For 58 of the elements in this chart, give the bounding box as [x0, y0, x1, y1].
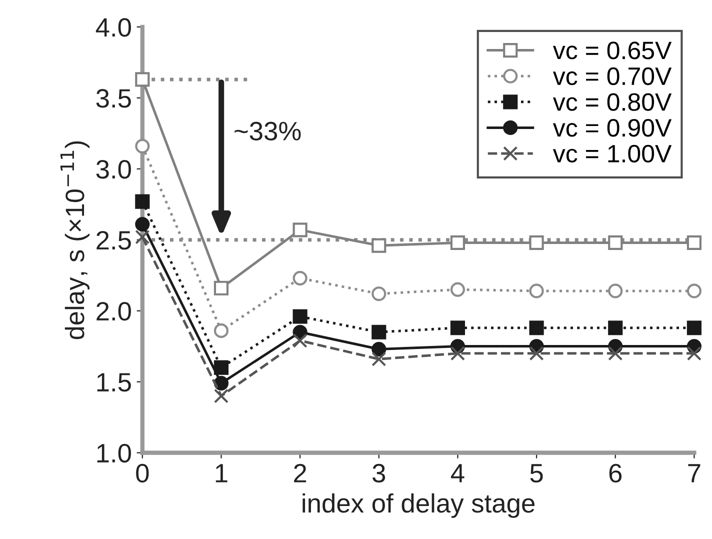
x-tick-label: 7: [688, 464, 700, 482]
point: [372, 352, 386, 366]
legend-label: vc = 0.70V: [552, 67, 672, 86]
point: [686, 320, 702, 336]
y-tick-label: 1.0: [97, 444, 131, 463]
point: [686, 235, 702, 250]
point: [214, 360, 229, 375]
x-tick-label: 4: [450, 464, 464, 482]
y-tick-label: 4.0: [96, 18, 131, 37]
point: [372, 324, 386, 340]
point: [529, 320, 544, 336]
y-tick-label: 2.5: [96, 230, 131, 250]
point: [608, 235, 623, 250]
y-axis-title: delay, s (×10$^{−11}$): [60, 141, 90, 340]
point: [450, 320, 466, 336]
point: [450, 282, 466, 297]
x-tick-label: 3: [372, 464, 386, 483]
point: [135, 216, 150, 232]
x-tick-label: 6: [609, 464, 622, 483]
point: [529, 346, 544, 361]
point: [135, 194, 150, 209]
point: [135, 230, 150, 244]
x-tick-label: 2: [294, 464, 306, 482]
point: [608, 284, 623, 298]
point: [292, 270, 308, 286]
x-axis-title: index of delay stage: [302, 493, 534, 518]
point: [529, 284, 544, 298]
point: [529, 235, 544, 250]
legend-label: vc = 0.65V: [552, 42, 672, 60]
x-tick-label: 0: [136, 464, 149, 483]
point: [292, 309, 308, 324]
x-tick-label: 5: [530, 464, 543, 483]
point: [450, 346, 466, 361]
y-tick-label: 3.5: [96, 89, 131, 108]
x-tick-label: 1: [216, 464, 228, 482]
point: [608, 346, 623, 361]
point: [450, 235, 466, 250]
point: [372, 342, 386, 356]
point: [214, 376, 229, 391]
point: [372, 286, 386, 302]
point: [686, 284, 702, 298]
y-tick-label: 2.0: [96, 302, 131, 321]
point: [135, 72, 150, 87]
legend-label: vc = 1.00V: [552, 144, 672, 163]
legend-label: vc = 0.90V: [552, 119, 672, 137]
point: [686, 346, 702, 361]
annotation: ~33%: [234, 122, 301, 140]
legend-label: vc = 0.80V: [552, 93, 672, 111]
point: [214, 388, 229, 404]
y-tick-label: 1.5: [97, 373, 131, 392]
point: [214, 323, 229, 338]
point: [135, 138, 150, 154]
point: [292, 333, 308, 348]
point: [372, 238, 386, 253]
point: [214, 280, 229, 296]
y-tick-label: 3.0: [96, 160, 131, 179]
point: [608, 320, 623, 336]
point: [292, 222, 308, 238]
